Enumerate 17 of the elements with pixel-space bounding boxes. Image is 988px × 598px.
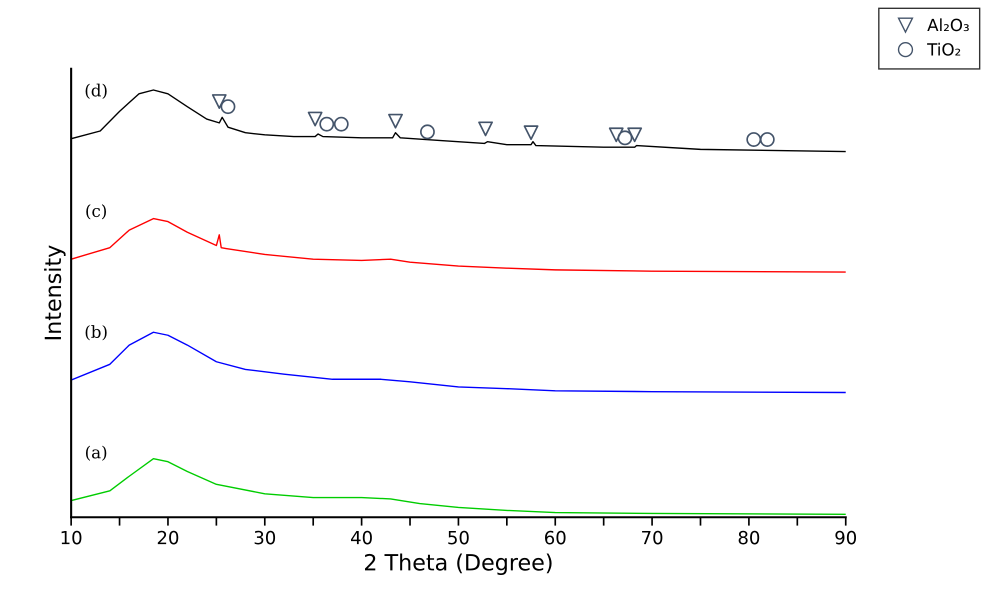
annotation: (c)	[86, 204, 106, 220]
x-tick-label: 20	[158, 530, 178, 544]
annotation: (b)	[86, 325, 107, 340]
x-tick-label: 80	[738, 530, 760, 544]
x-tick-label: 40	[351, 530, 372, 544]
x-tick-label: 70	[642, 530, 662, 544]
x-axis-title: 2 Theta (Degree)	[364, 553, 552, 575]
legend-label: Al₂O₃	[927, 18, 969, 32]
y-axis-title: Intensity	[44, 245, 66, 340]
annotation: (a)	[86, 446, 106, 461]
x-tick-label: 10	[62, 530, 82, 544]
x-tick-label: 90	[835, 530, 856, 544]
x-tick-label: 50	[448, 530, 469, 544]
legend-label: TiO₂	[927, 42, 960, 56]
x-tick-label: 30	[254, 530, 276, 544]
x-tick-label: 60	[545, 530, 566, 544]
annotation: (d)	[86, 84, 107, 99]
